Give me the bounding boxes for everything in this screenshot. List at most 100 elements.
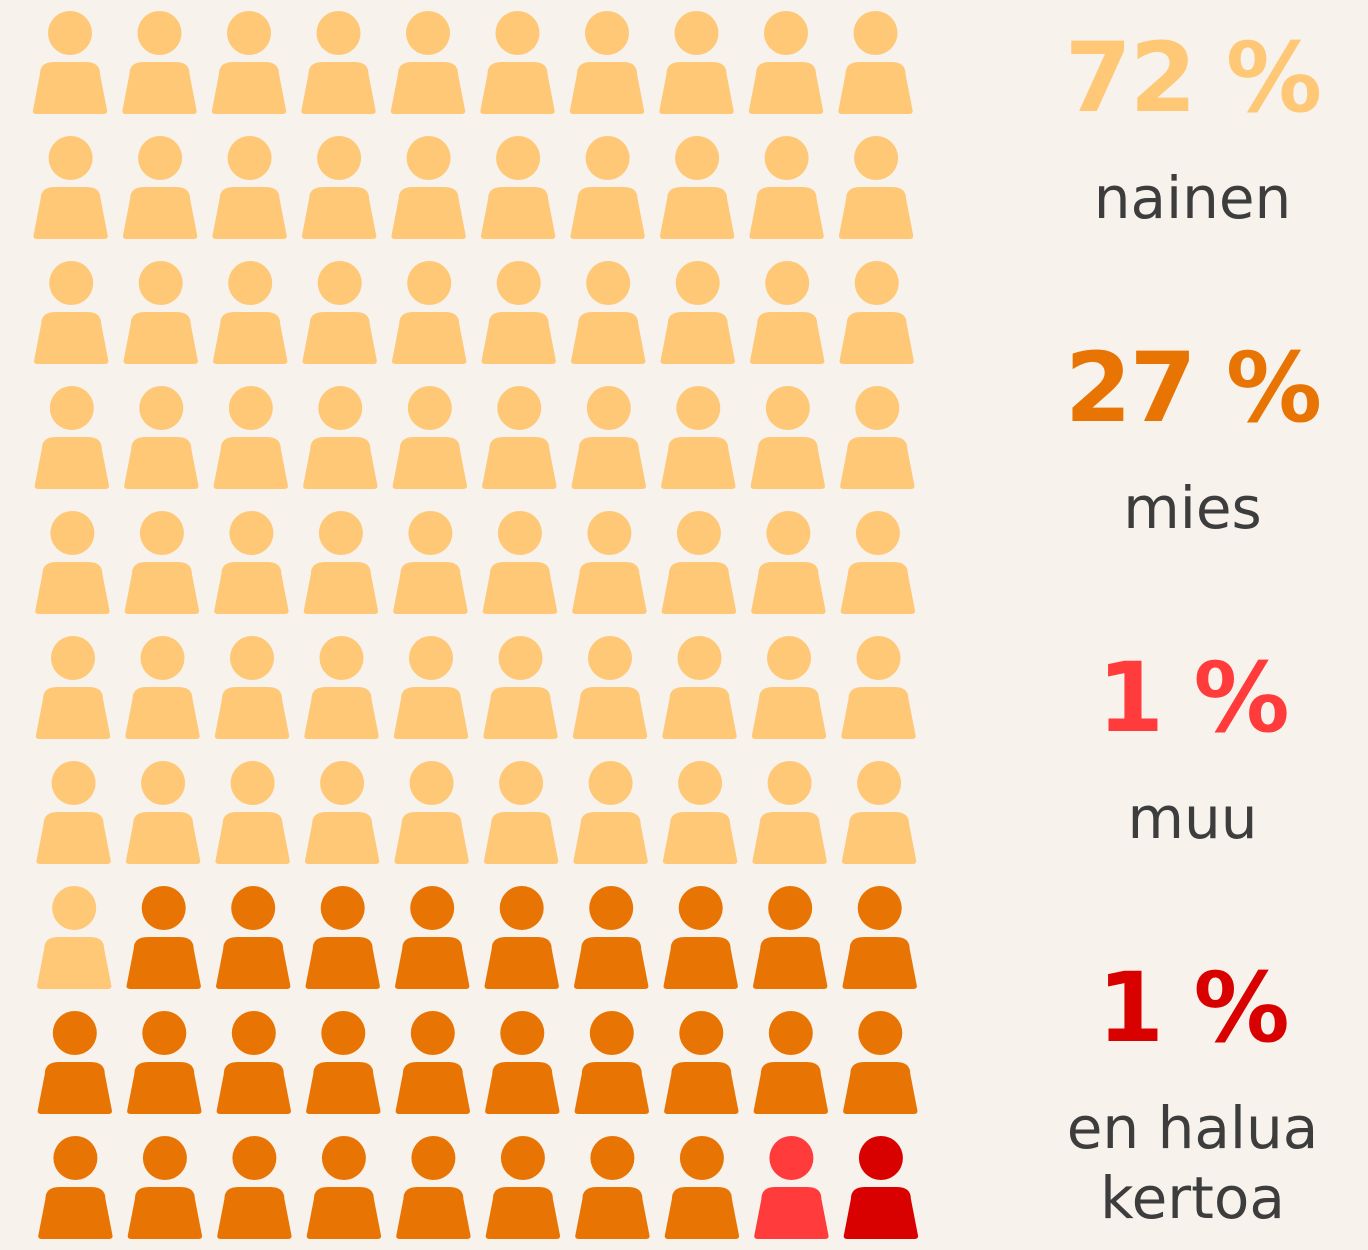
icon-body [395, 1062, 470, 1114]
icon-head [855, 511, 900, 555]
icon-head [318, 511, 363, 555]
person-icon [213, 386, 288, 489]
icon-head [854, 261, 899, 305]
icon-head [142, 1011, 187, 1055]
icon-body [753, 1062, 828, 1114]
icon-body [217, 1187, 292, 1239]
icon-body [395, 937, 470, 989]
icon-head [317, 261, 362, 305]
icon-body [662, 812, 738, 864]
person-icon [572, 511, 647, 614]
icon-head [854, 136, 899, 180]
icon-head [230, 761, 275, 805]
icon-body [751, 562, 826, 614]
icon-body [38, 1187, 113, 1239]
icon-head [406, 136, 451, 180]
icon-head [409, 761, 454, 805]
icon-head [142, 1136, 187, 1180]
icon-body [122, 62, 197, 114]
icon-body [301, 187, 377, 239]
person-icon [573, 761, 648, 864]
icon-body [838, 187, 914, 239]
icon-head [406, 11, 450, 55]
icon-body [124, 562, 200, 614]
icon-body [393, 687, 469, 739]
icon-head [679, 1136, 724, 1180]
icon-body [215, 812, 290, 864]
icon-body [749, 187, 824, 239]
icon-body [304, 812, 380, 864]
icon-head [588, 636, 632, 680]
icon-body [124, 437, 199, 489]
person-icon [485, 1136, 561, 1239]
icon-head [51, 761, 96, 805]
icon-body [841, 812, 917, 864]
person-icon [838, 136, 914, 239]
person-icon [750, 386, 825, 489]
icon-head [50, 511, 95, 555]
icon-head [857, 761, 902, 805]
icon-body [305, 937, 380, 989]
person-icon [571, 261, 646, 364]
icon-head [497, 386, 542, 430]
icon-body [572, 687, 648, 739]
person-icon [123, 261, 198, 364]
icon-head [495, 11, 540, 55]
icon-head [766, 511, 811, 555]
person-icon [485, 1011, 560, 1114]
icon-body [302, 312, 377, 364]
legend-panel: 72 % nainen 27 % mies 1 % muu 1 % en halua kert… [1030, 0, 1355, 1250]
person-icon [483, 761, 559, 864]
icon-head [137, 11, 182, 55]
icon-head [765, 261, 810, 305]
icon-body [753, 937, 828, 989]
icon-head [138, 261, 183, 305]
person-icon [32, 11, 108, 114]
person-icon [213, 261, 288, 364]
person-icon [480, 136, 556, 239]
icon-body [212, 187, 287, 239]
icon-body [396, 1187, 471, 1239]
icon-body [214, 687, 290, 739]
person-icon [392, 261, 467, 364]
person-icon [395, 1011, 470, 1114]
icon-head [767, 636, 811, 680]
icon-head [138, 136, 183, 180]
icon-body [35, 562, 110, 614]
icon-body [33, 187, 108, 239]
person-icon [839, 261, 914, 364]
icon-body [127, 1187, 203, 1239]
icon-body [754, 1187, 829, 1239]
icon-head [676, 386, 721, 430]
person-icon [303, 511, 379, 614]
icon-body [664, 1062, 739, 1114]
person-icon [843, 1011, 918, 1114]
icon-body [839, 312, 914, 364]
icon-body [306, 1187, 382, 1239]
icon-body [750, 312, 825, 364]
icon-body [572, 562, 647, 614]
icon-head [140, 636, 185, 680]
person-icon [392, 386, 467, 489]
category-label: muu [1127, 784, 1258, 852]
icon-head [141, 761, 186, 805]
icon-body [480, 187, 556, 239]
icon-head [853, 11, 898, 55]
icon-body [127, 1062, 202, 1114]
icon-head [231, 886, 276, 930]
person-icon [127, 1011, 202, 1114]
icon-head [499, 886, 544, 930]
person-icon [484, 886, 559, 989]
icon-head [678, 761, 723, 805]
icon-head [587, 511, 632, 555]
icon-head [320, 886, 365, 930]
person-icon [482, 386, 557, 489]
person-icon [841, 636, 916, 739]
person-icon [306, 1136, 382, 1239]
icon-body [574, 937, 649, 989]
person-icon [395, 886, 470, 989]
person-icon [574, 1011, 649, 1114]
icon-body [662, 687, 737, 739]
icon-body [840, 437, 915, 489]
person-icon [394, 761, 469, 864]
